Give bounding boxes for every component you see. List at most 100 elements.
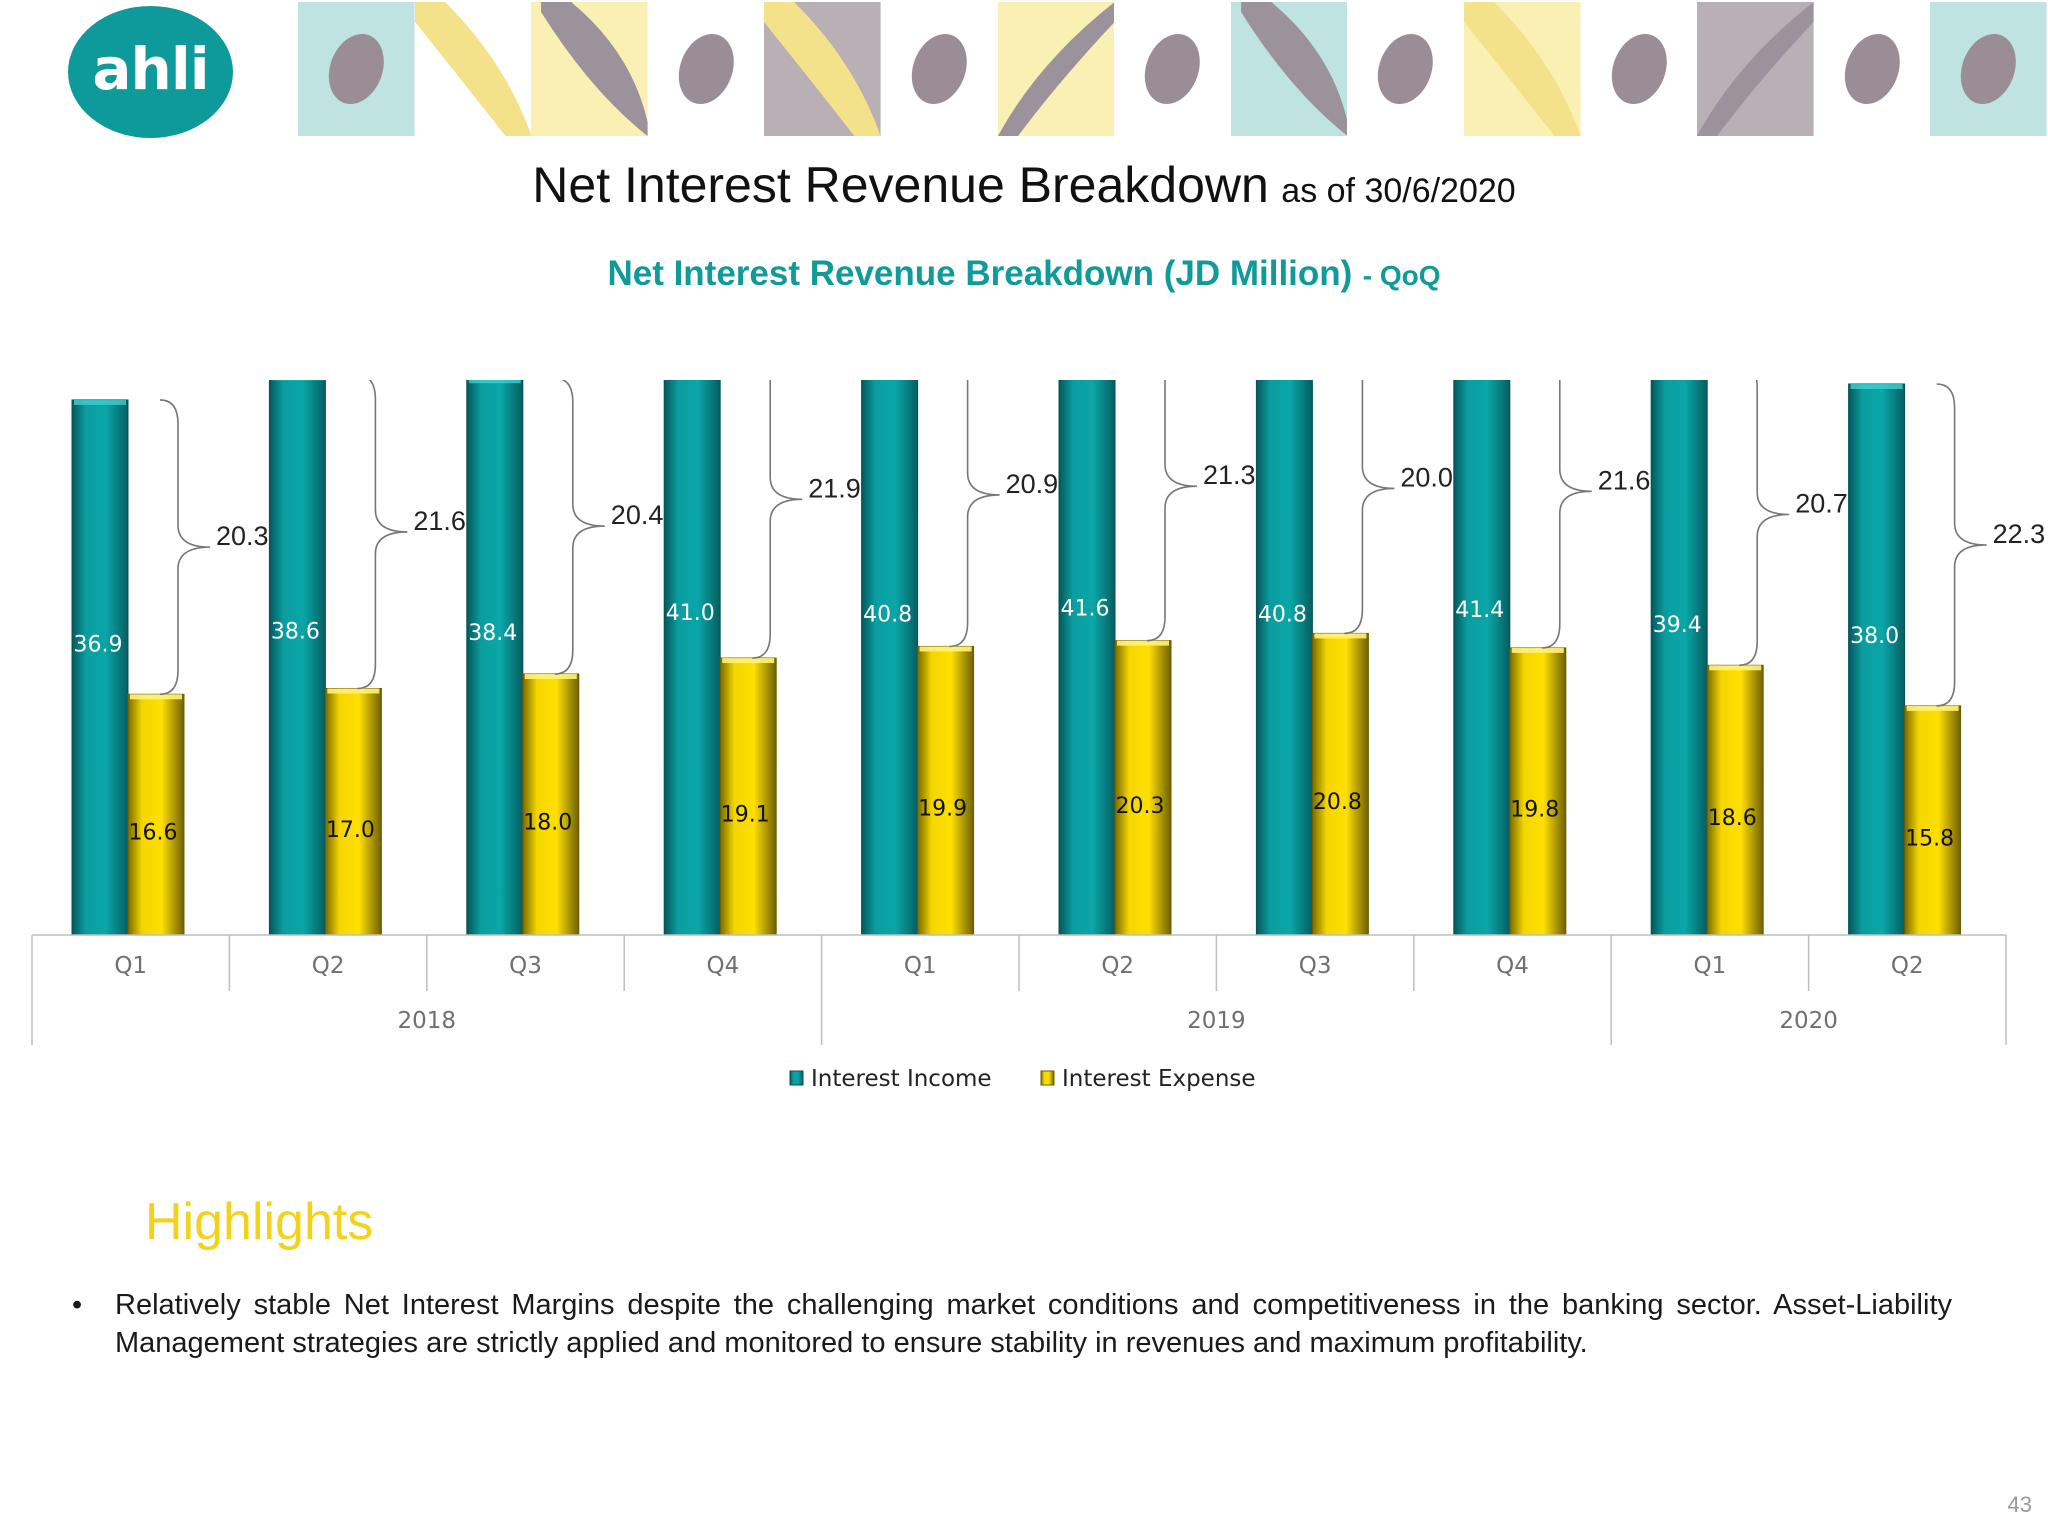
- bar-interest-income: [268, 380, 326, 936]
- x-tick-label: Q4: [1496, 953, 1529, 979]
- banner-tile: [880, 2, 998, 136]
- bar-interest-income: [466, 380, 524, 936]
- net-revenue-brace: [1344, 380, 1395, 635]
- highlights-title: Highlights: [145, 1193, 374, 1251]
- bar-expense-top: [524, 674, 577, 679]
- chart-subtitle: Net Interest Revenue Breakdown (JD Milli…: [0, 254, 2048, 294]
- banner-tile: [1347, 2, 1464, 136]
- bar-expense-top: [1314, 633, 1367, 639]
- bar-interest-expense: [1114, 640, 1172, 936]
- ahli-logo: ahli: [68, 6, 233, 138]
- income-data-label: 41.0: [666, 601, 715, 626]
- banner-tile: [298, 2, 415, 136]
- decorative-banner: [298, 2, 2048, 136]
- net-revenue-label: 21.3: [1203, 460, 1256, 490]
- bullet-marker: •: [72, 1289, 83, 1321]
- expense-data-label: 16.6: [129, 821, 178, 846]
- bar-interest-income: [1058, 380, 1116, 936]
- x-tick-label: Q1: [1694, 953, 1727, 979]
- bar-interest-expense: [1706, 664, 1764, 936]
- bar-interest-expense: [719, 657, 777, 936]
- income-data-label: 41.4: [1455, 598, 1504, 623]
- expense-data-label: 17.0: [326, 818, 375, 843]
- net-revenue-label: 20.4: [611, 500, 664, 530]
- expense-data-label: 18.6: [1708, 806, 1757, 831]
- x-tick-label: Q4: [707, 953, 740, 979]
- bar-income-top: [468, 380, 521, 384]
- bar-expense-top: [722, 658, 775, 664]
- net-revenue-brace: [357, 380, 408, 690]
- banner-tile: [647, 2, 765, 136]
- x-tick-label: Q3: [1299, 953, 1332, 979]
- net-interest-chart: 36.9 16.6 20.3 Q1 38.6 17.0 21.6 Q2 38.4 18.0 20.4…: [31, 380, 2046, 1092]
- expense-data-label: 19.1: [721, 803, 770, 828]
- expense-data-label: 19.8: [1510, 797, 1559, 822]
- net-revenue-brace: [1936, 383, 1987, 707]
- expense-data-label: 19.9: [918, 797, 967, 822]
- net-revenue-label: 22.3: [1993, 519, 2046, 549]
- expense-data-label: 20.3: [1116, 794, 1165, 819]
- banner-tile: [414, 2, 532, 136]
- highlight-text: Relatively stable Net Interest Margins d…: [115, 1289, 1952, 1359]
- bar-expense-top: [130, 694, 182, 700]
- net-revenue-brace: [554, 380, 605, 675]
- page-title: Net Interest Revenue Breakdown as of 30/…: [0, 156, 2048, 214]
- net-revenue-label: 21.9: [808, 473, 861, 503]
- highlight-bullet: • Relatively stable Net Interest Margins…: [72, 1286, 1952, 1362]
- bar-expense-top: [919, 646, 972, 652]
- banner-tile: [1463, 2, 1581, 136]
- banner-tile: [1813, 2, 1931, 136]
- legend-label-income: Interest Income: [811, 1066, 992, 1092]
- bar-expense-top: [327, 688, 380, 694]
- income-data-label: 38.6: [271, 619, 320, 644]
- bar-interest-income: [1255, 380, 1313, 936]
- bar-interest-income: [861, 380, 919, 936]
- income-data-label: 38.4: [468, 621, 517, 646]
- banner-tile: [1580, 2, 1698, 136]
- bar-income-top: [74, 399, 126, 405]
- banner-tile: [531, 2, 648, 136]
- net-revenue-label: 20.0: [1400, 462, 1453, 492]
- expense-data-label: 20.8: [1313, 790, 1362, 815]
- page-title-date: as of 30/6/2020: [1281, 172, 1516, 210]
- chart-subtitle-main: Net Interest Revenue Breakdown (JD Milli…: [607, 254, 1353, 293]
- net-revenue-brace: [1146, 380, 1198, 642]
- legend-swatch-expense: [1040, 1070, 1055, 1086]
- legend-label-expense: Interest Expense: [1062, 1066, 1256, 1092]
- chart-subtitle-suffix: - QoQ: [1362, 260, 1441, 291]
- bar-interest-income: [71, 399, 129, 936]
- income-data-label: 36.9: [74, 632, 123, 657]
- bar-interest-expense: [324, 688, 382, 936]
- income-data-label: 38.0: [1850, 624, 1899, 649]
- bar-expense-top: [1709, 665, 1762, 671]
- bar-interest-expense: [1904, 705, 1962, 936]
- income-data-label: 40.8: [863, 602, 912, 627]
- x-tick-label: Q2: [1891, 953, 1924, 979]
- bar-interest-expense: [917, 645, 975, 936]
- expense-data-label: 15.8: [1905, 826, 1954, 851]
- x-group-label: 2018: [398, 1008, 457, 1034]
- page-number: 43: [2007, 1492, 2032, 1517]
- x-tick-label: Q1: [904, 953, 937, 979]
- banner-tile: [1230, 2, 1348, 136]
- bar-interest-income: [1650, 380, 1708, 936]
- net-revenue-label: 20.3: [216, 521, 269, 551]
- banner-tile: [764, 2, 881, 136]
- net-revenue-label: 20.9: [1006, 469, 1059, 499]
- banner-tile: [997, 2, 1115, 136]
- x-tick-label: Q2: [312, 953, 345, 979]
- net-revenue-label: 21.6: [413, 506, 466, 536]
- bar-interest-income: [1848, 383, 1906, 936]
- bar-interest-expense: [1311, 632, 1369, 936]
- x-tick-label: Q2: [1101, 953, 1134, 979]
- x-group-label: 2020: [1779, 1008, 1838, 1034]
- bar-income-top: [1850, 384, 1903, 389]
- income-data-label: 41.6: [1061, 596, 1110, 621]
- logo-text: ahli: [92, 35, 209, 103]
- x-tick-label: Q1: [114, 953, 147, 979]
- bar-interest-expense: [1509, 647, 1567, 936]
- net-revenue-brace: [1541, 380, 1592, 649]
- banner-tile: [1930, 2, 2047, 136]
- net-revenue-brace: [752, 380, 803, 659]
- income-data-label: 39.4: [1653, 613, 1702, 638]
